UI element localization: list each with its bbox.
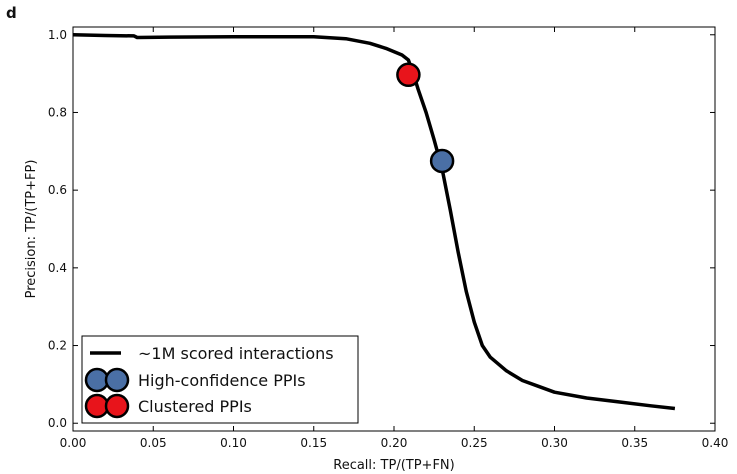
legend-label-high-confidence: High-confidence PPIs xyxy=(138,371,306,390)
data-point-high-confidence xyxy=(429,148,455,174)
y-tick-label: 0.8 xyxy=(48,105,67,119)
series-layer xyxy=(72,33,676,411)
legend-marker-clustered-1 xyxy=(84,393,110,419)
x-tick-label: 0.25 xyxy=(461,436,488,450)
x-tick-label: 0.35 xyxy=(621,436,648,450)
y-tick-label: 0.0 xyxy=(48,416,67,430)
x-tick-label: 0.15 xyxy=(300,436,327,450)
y-tick-label: 0.2 xyxy=(48,339,67,353)
series-line-scored-interactions xyxy=(72,33,676,411)
x-tick-label: 0.00 xyxy=(60,436,87,450)
x-tick-label: 0.20 xyxy=(381,436,408,450)
legend-marker-clustered-2 xyxy=(104,393,130,419)
x-tick-label: 0.40 xyxy=(702,436,729,450)
y-tick-label: 0.4 xyxy=(48,261,67,275)
legend-marker-high-confidence-2 xyxy=(104,367,130,393)
legend-marker-high-confidence-1 xyxy=(84,367,110,393)
data-point-clustered xyxy=(396,62,421,88)
y-axis-title: Precision: TP/(TP+FP) xyxy=(24,160,39,299)
y-tick-label: 0.6 xyxy=(48,183,67,197)
x-axis-title: Recall: TP/(TP+FN) xyxy=(333,458,454,473)
y-tick-label: 1.0 xyxy=(48,28,67,42)
panel-letter: d xyxy=(6,4,17,22)
legend-label-scored-interactions: ~1M scored interactions xyxy=(138,344,334,363)
legend-label-clustered: Clustered PPIs xyxy=(138,397,252,416)
legend: ~1M scored interactions High-confidence … xyxy=(81,335,359,424)
ticks-layer: 0.00 0.05 0.10 0.15 0.20 0.25 0.30 0.35 0.40 0.0 0… xyxy=(48,27,728,450)
x-tick-label: 0.10 xyxy=(220,436,247,450)
x-tick-label: 0.30 xyxy=(541,436,568,450)
x-tick-label: 0.05 xyxy=(140,436,167,450)
